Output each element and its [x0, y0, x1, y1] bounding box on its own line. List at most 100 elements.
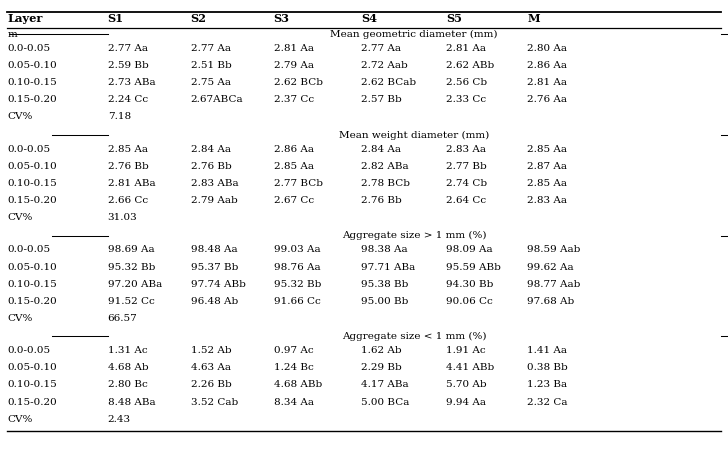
Text: 2.29 Bb: 2.29 Bb: [361, 363, 402, 372]
Text: Aggregate size < 1 mm (%): Aggregate size < 1 mm (%): [342, 332, 486, 341]
Text: 0.10-0.15: 0.10-0.15: [7, 179, 57, 188]
Text: 4.68 Ab: 4.68 Ab: [108, 363, 149, 372]
Text: 0.10-0.15: 0.10-0.15: [7, 380, 57, 389]
Text: 0.0-0.05: 0.0-0.05: [7, 346, 50, 355]
Text: 99.03 Aa: 99.03 Aa: [274, 245, 320, 255]
Text: 97.68 Ab: 97.68 Ab: [527, 297, 574, 306]
Text: 0.0-0.05: 0.0-0.05: [7, 145, 50, 154]
Text: 98.48 Aa: 98.48 Aa: [191, 245, 237, 255]
Text: 2.73 ABa: 2.73 ABa: [108, 78, 155, 87]
Text: 2.85 Aa: 2.85 Aa: [108, 145, 148, 154]
Text: 2.85 Aa: 2.85 Aa: [274, 162, 314, 171]
Text: 66.57: 66.57: [108, 314, 138, 323]
Text: 95.32 Bb: 95.32 Bb: [108, 263, 155, 272]
Text: 95.00 Bb: 95.00 Bb: [361, 297, 408, 306]
Text: 96.48 Ab: 96.48 Ab: [191, 297, 238, 306]
Text: 0.05-0.10: 0.05-0.10: [7, 363, 57, 372]
Text: 2.26 Bb: 2.26 Bb: [191, 380, 232, 389]
Text: CV%: CV%: [7, 213, 33, 222]
Text: 2.78 BCb: 2.78 BCb: [361, 179, 410, 188]
Text: 2.72 Aab: 2.72 Aab: [361, 61, 408, 70]
Text: 8.34 Aa: 8.34 Aa: [274, 398, 314, 407]
Text: CV%: CV%: [7, 113, 33, 121]
Text: 91.66 Cc: 91.66 Cc: [274, 297, 320, 306]
Text: 0.10-0.15: 0.10-0.15: [7, 280, 57, 289]
Text: 2.67ABCa: 2.67ABCa: [191, 95, 243, 104]
Text: 2.62 ABb: 2.62 ABb: [446, 61, 494, 70]
Text: 0.0-0.05: 0.0-0.05: [7, 245, 50, 255]
Text: 0.15-0.20: 0.15-0.20: [7, 196, 57, 205]
Text: 2.83 ABa: 2.83 ABa: [191, 179, 238, 188]
Text: S2: S2: [191, 13, 207, 23]
Text: 2.87 Aa: 2.87 Aa: [527, 162, 567, 171]
Text: 9.94 Aa: 9.94 Aa: [446, 398, 486, 407]
Text: 2.81 ABa: 2.81 ABa: [108, 179, 155, 188]
Text: 4.17 ABa: 4.17 ABa: [361, 380, 408, 389]
Text: 95.59 ABb: 95.59 ABb: [446, 263, 501, 272]
Text: Aggregate size > 1 mm (%): Aggregate size > 1 mm (%): [342, 231, 486, 240]
Text: 2.62 BCab: 2.62 BCab: [361, 78, 416, 87]
Text: 95.37 Bb: 95.37 Bb: [191, 263, 238, 272]
Text: 2.82 ABa: 2.82 ABa: [361, 162, 408, 171]
Text: 2.85 Aa: 2.85 Aa: [527, 179, 567, 188]
Text: 1.24 Bc: 1.24 Bc: [274, 363, 314, 372]
Text: 2.83 Aa: 2.83 Aa: [446, 145, 486, 154]
Text: 1.52 Ab: 1.52 Ab: [191, 346, 232, 355]
Text: 2.77 Aa: 2.77 Aa: [108, 44, 148, 53]
Text: 98.76 Aa: 98.76 Aa: [274, 263, 320, 272]
Text: 97.74 ABb: 97.74 ABb: [191, 280, 245, 289]
Text: S3: S3: [274, 13, 290, 23]
Text: 4.63 Aa: 4.63 Aa: [191, 363, 231, 372]
Text: 98.38 Aa: 98.38 Aa: [361, 245, 408, 255]
Text: CV%: CV%: [7, 415, 33, 424]
Text: 0.15-0.20: 0.15-0.20: [7, 95, 57, 104]
Text: 94.30 Bb: 94.30 Bb: [446, 280, 494, 289]
Text: 98.59 Aab: 98.59 Aab: [527, 245, 580, 255]
Text: 2.76 Aa: 2.76 Aa: [527, 95, 567, 104]
Text: 31.03: 31.03: [108, 213, 138, 222]
Text: 2.43: 2.43: [108, 415, 131, 424]
Text: 1.23 Ba: 1.23 Ba: [527, 380, 567, 389]
Text: Mean weight diameter (mm): Mean weight diameter (mm): [339, 130, 489, 140]
Text: 2.84 Aa: 2.84 Aa: [191, 145, 231, 154]
Text: Layer: Layer: [7, 13, 43, 23]
Text: 2.76 Bb: 2.76 Bb: [108, 162, 149, 171]
Text: 91.52 Cc: 91.52 Cc: [108, 297, 154, 306]
Text: 95.38 Bb: 95.38 Bb: [361, 280, 408, 289]
Text: 2.56 Cb: 2.56 Cb: [446, 78, 487, 87]
Text: 99.62 Aa: 99.62 Aa: [527, 263, 574, 272]
Text: 0.15-0.20: 0.15-0.20: [7, 398, 57, 407]
Text: S5: S5: [446, 13, 462, 23]
Text: m: m: [7, 30, 17, 39]
Text: 2.76 Bb: 2.76 Bb: [361, 196, 402, 205]
Text: 2.79 Aab: 2.79 Aab: [191, 196, 237, 205]
Text: 2.62 BCb: 2.62 BCb: [274, 78, 323, 87]
Text: 2.80 Bc: 2.80 Bc: [108, 380, 148, 389]
Text: 2.76 Bb: 2.76 Bb: [191, 162, 232, 171]
Text: 97.20 ABa: 97.20 ABa: [108, 280, 162, 289]
Text: 2.85 Aa: 2.85 Aa: [527, 145, 567, 154]
Text: 2.64 Cc: 2.64 Cc: [446, 196, 486, 205]
Text: 2.57 Bb: 2.57 Bb: [361, 95, 402, 104]
Text: 2.84 Aa: 2.84 Aa: [361, 145, 401, 154]
Text: 1.62 Ab: 1.62 Ab: [361, 346, 402, 355]
Text: 2.59 Bb: 2.59 Bb: [108, 61, 149, 70]
Text: 0.10-0.15: 0.10-0.15: [7, 78, 57, 87]
Text: 97.71 ABa: 97.71 ABa: [361, 263, 416, 272]
Text: 7.18: 7.18: [108, 113, 131, 121]
Text: 2.74 Cb: 2.74 Cb: [446, 179, 487, 188]
Text: 2.67 Cc: 2.67 Cc: [274, 196, 314, 205]
Text: 2.83 Aa: 2.83 Aa: [527, 196, 567, 205]
Text: 2.77 Aa: 2.77 Aa: [191, 44, 231, 53]
Text: 3.52 Cab: 3.52 Cab: [191, 398, 238, 407]
Text: 5.00 BCa: 5.00 BCa: [361, 398, 409, 407]
Text: 2.24 Cc: 2.24 Cc: [108, 95, 148, 104]
Text: 0.38 Bb: 0.38 Bb: [527, 363, 568, 372]
Text: 0.05-0.10: 0.05-0.10: [7, 61, 57, 70]
Text: S1: S1: [108, 13, 124, 23]
Text: 2.66 Cc: 2.66 Cc: [108, 196, 148, 205]
Text: CV%: CV%: [7, 314, 33, 323]
Text: 0.0-0.05: 0.0-0.05: [7, 44, 50, 53]
Text: 90.06 Cc: 90.06 Cc: [446, 297, 493, 306]
Text: 5.70 Ab: 5.70 Ab: [446, 380, 487, 389]
